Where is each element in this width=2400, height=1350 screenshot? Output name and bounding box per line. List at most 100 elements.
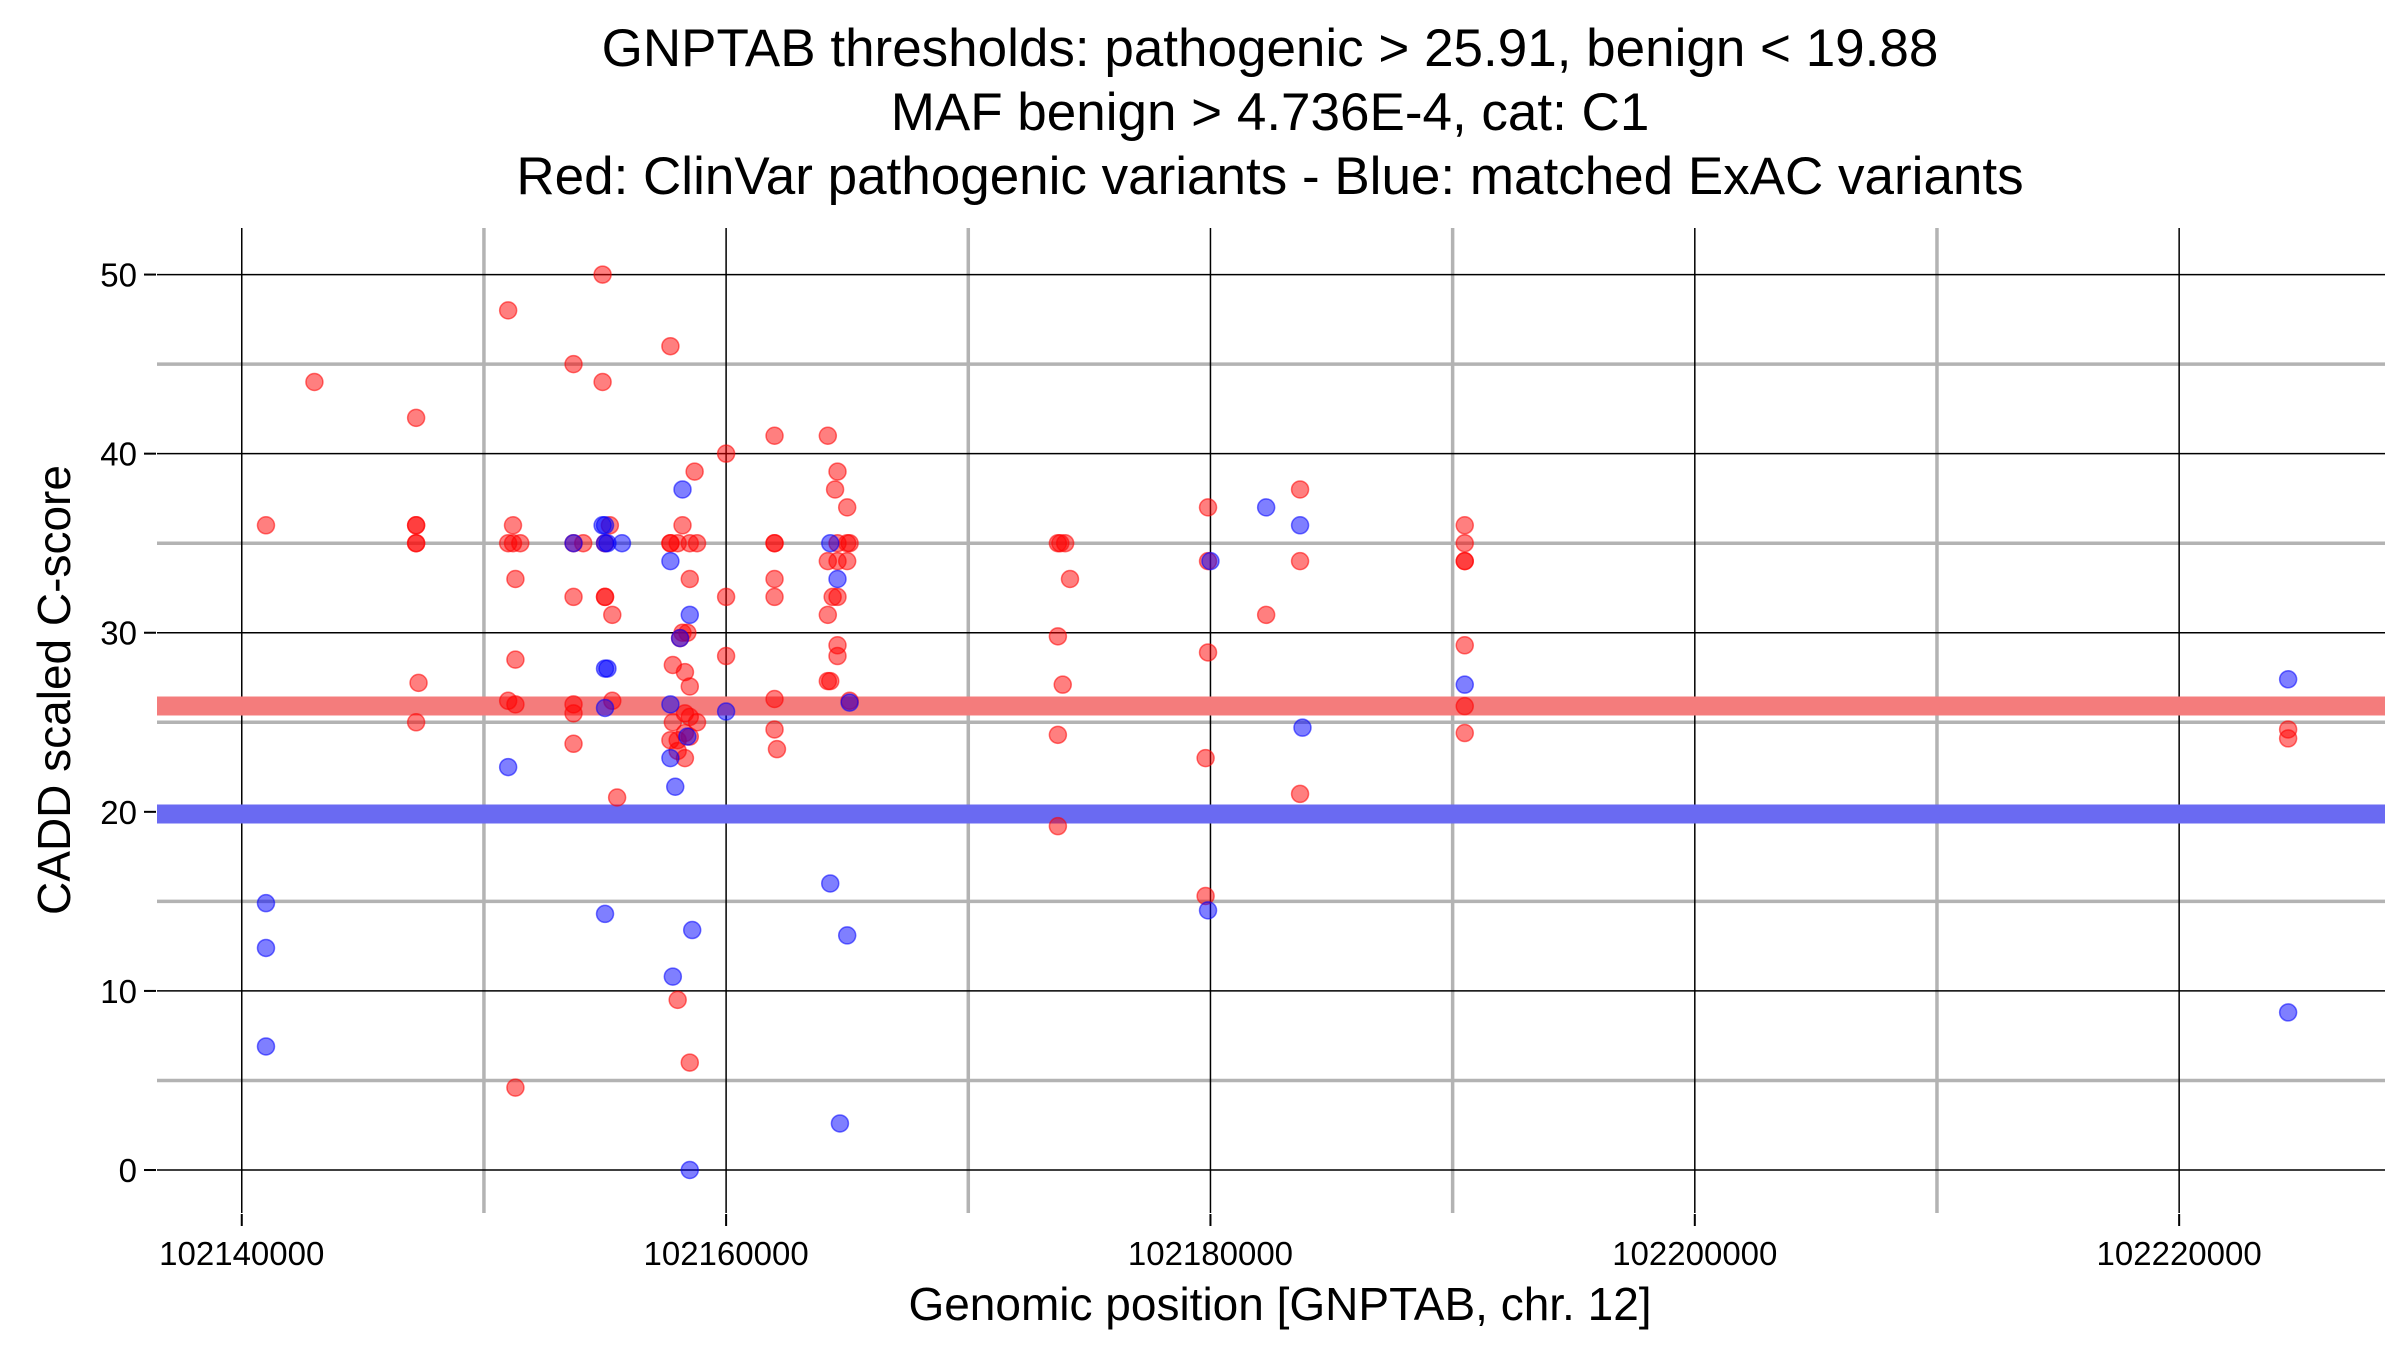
data-point [595, 516, 615, 535]
data-point [716, 444, 736, 463]
data-point [682, 920, 702, 940]
data-point [593, 372, 612, 392]
data-point [564, 587, 583, 607]
data-point [716, 587, 736, 607]
data-point [1048, 627, 1068, 646]
data-point [506, 650, 525, 669]
y-tick-label: 20 [100, 794, 137, 831]
data-point [1293, 718, 1312, 737]
data-point [1455, 675, 1474, 694]
data-point [837, 498, 857, 517]
y-tick-label: 40 [100, 436, 137, 473]
data-point [595, 698, 615, 718]
data-point [607, 788, 627, 807]
data-point [1290, 480, 1310, 499]
data-point [1290, 784, 1310, 804]
data-point [593, 265, 612, 284]
data-point [2278, 1003, 2298, 1022]
data-point [503, 516, 523, 535]
data-point [680, 677, 700, 696]
x-tick-label: 102200000 [1612, 1235, 1777, 1272]
data-point [765, 720, 784, 739]
data-point [1455, 723, 1474, 743]
data-point [661, 748, 680, 768]
data-point [765, 533, 784, 553]
data-point [1060, 569, 1080, 589]
data-point [2278, 729, 2298, 748]
data-point [685, 462, 704, 481]
data-point [1256, 498, 1276, 517]
data-point [1048, 816, 1068, 836]
data-point [840, 533, 859, 553]
data-point [818, 426, 838, 445]
data-point [511, 533, 530, 553]
y-axis-label: CADD scaled C-score [28, 465, 80, 915]
threshold-lines [157, 696, 2385, 824]
data-point [765, 689, 784, 709]
data-point [612, 533, 632, 553]
data-point [1048, 725, 1068, 745]
data-point [825, 480, 845, 499]
x-tick-label: 102160000 [644, 1235, 809, 1272]
y-tick-label: 50 [100, 257, 137, 294]
data-point [820, 874, 840, 893]
data-point [406, 516, 426, 535]
data-point [595, 904, 615, 924]
data-point [1201, 551, 1220, 571]
data-point [2278, 670, 2298, 689]
data-point [837, 551, 857, 571]
data-point [506, 695, 525, 714]
data-point [837, 926, 857, 945]
data-point [564, 533, 583, 553]
data-point [1055, 533, 1075, 553]
data-point [595, 587, 615, 607]
data-point [687, 533, 707, 553]
data-point [670, 628, 690, 648]
data-point [406, 533, 426, 553]
data-point [765, 587, 784, 607]
data-point [1256, 605, 1276, 625]
data-point [820, 671, 840, 691]
y-tick-label: 0 [119, 1152, 137, 1189]
x-axis-label: Genomic position [GNPTAB, chr. 12] [908, 1278, 1651, 1330]
data-point [256, 893, 276, 913]
data-point [406, 713, 426, 732]
data-point [767, 739, 787, 759]
data-point [1455, 636, 1474, 655]
data-point [1455, 551, 1474, 571]
data-point [1053, 675, 1072, 694]
data-point [1196, 748, 1215, 768]
data-point [680, 1160, 700, 1180]
chart-title: GNPTAB thresholds: pathogenic > 25.91, b… [516, 19, 2023, 206]
data-point [716, 702, 736, 721]
data-point [820, 533, 840, 553]
x-tick-label: 102140000 [159, 1235, 324, 1272]
data-point [305, 372, 324, 392]
data-point [663, 967, 683, 986]
title-line: MAF benign > 4.736E-4, cat: C1 [891, 83, 1650, 142]
data-point [1455, 696, 1474, 716]
data-point [661, 551, 680, 571]
x-tick-label: 102180000 [1128, 1235, 1293, 1272]
data-point [1455, 516, 1474, 535]
data-point [1198, 901, 1218, 920]
data-point [256, 1037, 276, 1056]
data-point [1455, 533, 1474, 553]
data-point [256, 938, 276, 958]
data-point [564, 354, 583, 374]
data-point [406, 408, 426, 428]
axis-ticks: 0 10 20 30 40 50 102140000 102160000 102180000 10… [100, 257, 2261, 1272]
data-point [818, 605, 838, 625]
data-point [603, 605, 622, 625]
data-point [678, 727, 697, 746]
data-point [828, 646, 847, 666]
data-point [564, 704, 583, 723]
data-point [828, 569, 847, 589]
title-line: Red: ClinVar pathogenic variants - Blue:… [516, 147, 2023, 206]
data-point [409, 673, 428, 693]
data-point [666, 777, 685, 797]
data-point [673, 516, 692, 535]
data-point [1198, 498, 1218, 517]
data-point [765, 569, 784, 589]
